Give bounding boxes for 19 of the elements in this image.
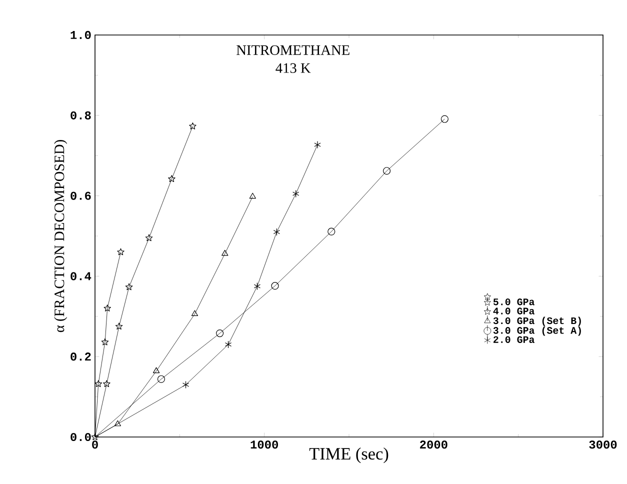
x-tick-label: 3000 (589, 440, 617, 449)
x-axis-title: TIME (sec) (309, 448, 388, 464)
x-tick-label: 0 (92, 440, 98, 449)
y-tick-label: 1.0 (70, 30, 91, 40)
y-tick-label: 0.4 (70, 272, 92, 280)
y-tick-label: 0.2 (70, 352, 91, 361)
legend-label: 4.0 GPa (493, 308, 535, 314)
y-tick-label: 0.6 (70, 192, 91, 200)
x-tick-label: 2000 (420, 440, 448, 449)
y-axis-title: α (FRACTION DECOMPOSED) (54, 140, 68, 332)
y-tick-label: 0.0 (70, 432, 91, 442)
text: NITROMETHANE (236, 45, 350, 55)
legend-label: 3.0 GPa (Set A) (493, 326, 581, 336)
legend-label: 3.0 GPa (Set B) (493, 316, 581, 326)
x-tick-label: 1000 (250, 440, 278, 449)
legend-label: 2.0 GPa (494, 336, 535, 343)
y-tick-label: 0.8 (70, 111, 91, 120)
legend-label: 5.0 GPa (493, 298, 535, 306)
text: 413 K (276, 63, 311, 73)
